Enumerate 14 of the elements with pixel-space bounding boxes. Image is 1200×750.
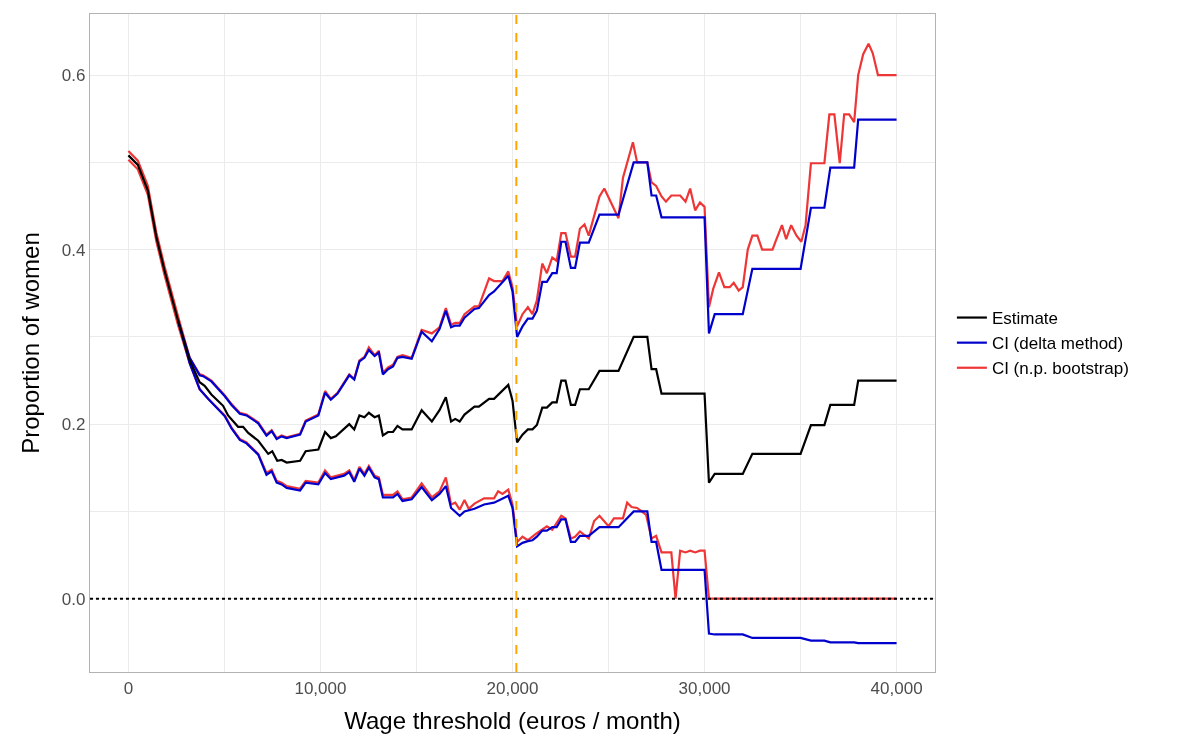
x-tick-label: 10,000: [294, 678, 347, 698]
y-tick-label: 0.6: [61, 66, 86, 86]
x-tick-label: 30,000: [678, 678, 731, 698]
y-tick-label: 0.4: [61, 240, 86, 260]
legend-label: CI (delta method): [991, 334, 1124, 354]
x-tick-label: 20,000: [486, 678, 539, 698]
x-tick-label: 40,000: [870, 678, 923, 698]
y-tick-label: 0.2: [61, 415, 86, 435]
legend-label: Estimate: [991, 309, 1059, 329]
x-axis-title: Wage threshold (euros / month): [344, 706, 681, 734]
y-axis-title: Proportion of women: [16, 232, 44, 454]
x-tick-label: 0: [123, 678, 134, 698]
legend-label: CI (n.p. bootstrap): [991, 359, 1129, 379]
y-tick-label: 0.0: [61, 589, 86, 609]
